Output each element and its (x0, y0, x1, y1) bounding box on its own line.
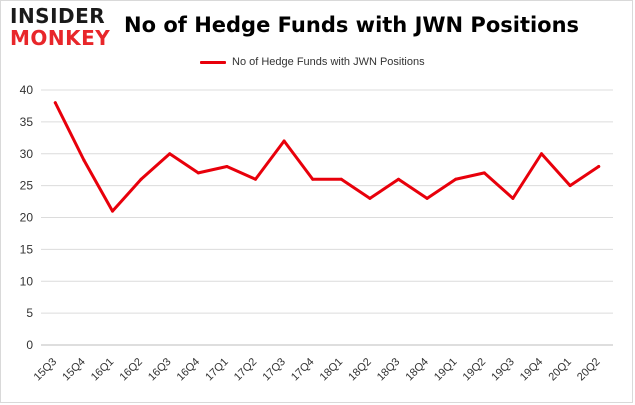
x-tick-label: 20Q1 (546, 356, 574, 384)
x-tick-label: 19Q1 (432, 356, 460, 384)
legend-swatch (200, 60, 226, 64)
data-point (597, 165, 601, 168)
x-tick-label: 18Q2 (346, 356, 374, 384)
data-point (53, 101, 57, 105)
chart-legend: No of Hedge Funds with JWN Positions (200, 55, 425, 69)
y-tick-label: 0 (26, 338, 33, 352)
x-tick-label: 17Q2 (232, 356, 260, 384)
data-point (225, 165, 229, 168)
x-tick-label: 19Q3 (489, 356, 517, 384)
data-point (282, 139, 286, 143)
y-tick-label: 25 (20, 179, 34, 193)
data-point (339, 177, 343, 181)
data-point (196, 171, 200, 175)
data-point (540, 152, 543, 156)
x-tick-label: 16Q1 (89, 356, 117, 384)
x-tick-label: 19Q2 (461, 356, 489, 384)
x-tick-label: 16Q3 (146, 356, 174, 384)
chart-title: No of Hedge Funds with JWN Positions (124, 13, 580, 37)
data-point (254, 177, 257, 181)
x-tick-label: 15Q3 (32, 356, 60, 384)
data-point (111, 209, 114, 213)
data-point (425, 196, 429, 200)
y-tick-label: 35 (20, 115, 34, 129)
x-tick-label: 15Q4 (60, 356, 88, 384)
x-tick-label: 20Q2 (575, 356, 603, 384)
y-tick-label: 40 (20, 83, 34, 97)
logo-line-2: MONKEY (10, 26, 111, 50)
data-point (454, 177, 458, 181)
logo-line-1: INSIDER (10, 4, 106, 28)
data-point (511, 196, 515, 200)
x-tick-label: 16Q2 (117, 356, 145, 384)
data-point (368, 196, 372, 200)
x-tick-label: 17Q1 (203, 356, 231, 384)
data-point (82, 158, 86, 162)
y-tick-label: 15 (20, 242, 34, 256)
y-tick-label: 30 (20, 147, 34, 161)
data-point (168, 152, 172, 156)
x-tick-label: 17Q4 (289, 356, 317, 384)
x-tick-label: 18Q1 (318, 356, 346, 384)
x-tick-label: 18Q4 (403, 356, 431, 384)
data-point (139, 177, 143, 181)
data-point (482, 171, 486, 175)
x-tick-label: 16Q4 (175, 356, 203, 384)
y-tick-label: 10 (20, 274, 34, 288)
data-point (397, 177, 400, 181)
legend-label: No of Hedge Funds with JWN Positions (232, 56, 425, 68)
data-point (311, 177, 315, 181)
x-tick-label: 17Q3 (260, 356, 288, 384)
series-line (53, 101, 601, 213)
data-point (568, 184, 572, 188)
y-tick-label: 5 (26, 306, 33, 320)
y-tick-label: 20 (20, 211, 34, 225)
x-tick-label: 19Q4 (518, 356, 546, 384)
x-tick-label: 18Q3 (375, 356, 403, 384)
insider-monkey-logo: INSIDER MONKEY (10, 6, 120, 52)
